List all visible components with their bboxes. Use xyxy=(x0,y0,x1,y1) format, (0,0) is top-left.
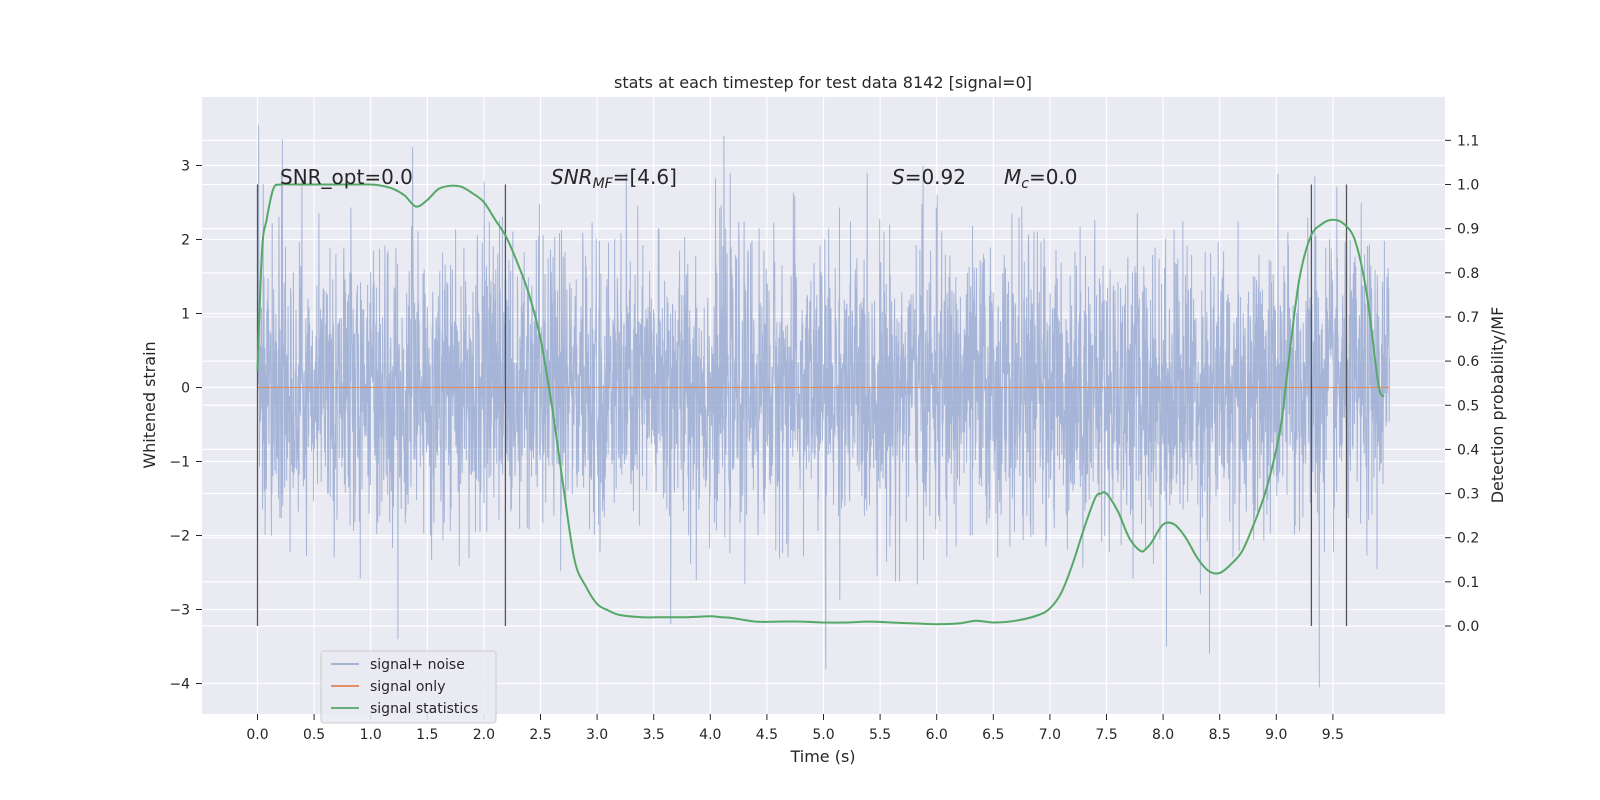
y2-tick-label: 0.1 xyxy=(1457,575,1479,591)
chart-title: stats at each timestep for test data 814… xyxy=(614,73,1032,92)
y2-tick-label: 0.9 xyxy=(1457,222,1479,238)
x-tick-label: 0.5 xyxy=(303,727,325,743)
x-tick-label: 4.0 xyxy=(699,727,721,743)
x-tick-label: 4.5 xyxy=(756,727,778,743)
y-axis-label: Whitened strain xyxy=(140,341,159,468)
legend-label-signal-statistics: signal statistics xyxy=(370,701,478,717)
annotation-s-value: =0.92 xyxy=(905,165,966,189)
y2-tick-label: 0.2 xyxy=(1457,531,1479,547)
annotation-mc-sub: c xyxy=(1021,176,1029,192)
y2-tick-label: 0.4 xyxy=(1457,442,1479,458)
x-tick-label: 1.5 xyxy=(416,727,438,743)
y2-tick-label: 0.5 xyxy=(1457,398,1479,414)
annotation-s-symbol: S xyxy=(892,165,905,189)
y2-tick-label: 1.0 xyxy=(1457,178,1479,194)
y-tick-label: −2 xyxy=(169,529,190,545)
y2-tick-label: 0.3 xyxy=(1457,487,1479,503)
legend-box xyxy=(320,650,497,724)
x-tick-label: 5.0 xyxy=(812,727,834,743)
series-signal-noise xyxy=(257,124,1390,688)
x-tick-label: 7.5 xyxy=(1095,727,1117,743)
x-axis-label: Time (s) xyxy=(789,747,855,766)
y-tick-label: −1 xyxy=(169,455,190,471)
vertical-markers xyxy=(256,184,1348,626)
x-tick-label: 6.0 xyxy=(926,727,948,743)
x-tick-label: 5.5 xyxy=(869,727,891,743)
x-tick-label: 3.5 xyxy=(643,727,665,743)
statistics-line xyxy=(256,183,1385,626)
y-tick-label: 0 xyxy=(181,381,190,397)
annotation-snr-mf-main: SNR xyxy=(551,165,593,189)
x-tick-label: 8.0 xyxy=(1152,727,1174,743)
y2-tick-label: 0.0 xyxy=(1457,619,1479,635)
y-tick-label: 2 xyxy=(181,233,190,249)
annotation-mc-value: =0.0 xyxy=(1029,165,1078,189)
series-signal-statistics xyxy=(256,183,1385,626)
y2-tick-label: 0.8 xyxy=(1457,266,1479,282)
y-tick-label: 3 xyxy=(181,159,190,175)
x-tick-label: 0.0 xyxy=(246,727,268,743)
x-tick-label: 1.0 xyxy=(360,727,382,743)
annotation-snr-mf: SNRMF=[4.6] xyxy=(551,165,677,192)
x-tick-label: 8.5 xyxy=(1209,727,1231,743)
annotation-s: S=0.92 xyxy=(892,165,966,189)
y2-tick-label: 0.7 xyxy=(1457,310,1479,326)
legend-label-signal-only: signal only xyxy=(370,679,445,695)
annotation-snr-opt: SNR_opt=0.0 xyxy=(280,165,413,189)
annotation-snr-mf-sub: MF xyxy=(593,176,614,192)
y2-tick-label: 0.6 xyxy=(1457,354,1479,370)
y-tick-label: −4 xyxy=(169,677,190,693)
y-axis-ticks: 3 2 1 0 −1 −2 −3 −4 xyxy=(169,159,202,693)
x-axis-ticks: 0.0 0.5 1.0 1.5 2.0 2.5 3.0 3.5 4.0 4.5 5.0 5.5 6.0 6… xyxy=(246,714,1344,743)
legend-label-signal-noise: signal+ noise xyxy=(370,657,465,673)
annotation-snr-mf-value: =[4.6] xyxy=(613,165,677,189)
annotation-mc-main: M xyxy=(1004,165,1021,189)
y2-axis-label: Detection probability/MF xyxy=(1488,307,1507,504)
noise-line xyxy=(257,124,1390,688)
y-tick-label: 1 xyxy=(181,307,190,323)
x-tick-label: 7.0 xyxy=(1039,727,1061,743)
x-tick-label: 9.0 xyxy=(1265,727,1287,743)
y2-axis-ticks: 1.1 1.0 0.9 0.8 0.7 0.6 0.5 0.4 0.3 0.2 0.1 0.0 xyxy=(1445,133,1479,635)
x-tick-label: 3.0 xyxy=(586,727,608,743)
x-tick-label: 6.5 xyxy=(982,727,1004,743)
y-tick-label: −3 xyxy=(169,603,190,619)
x-tick-label: 2.5 xyxy=(529,727,551,743)
annotation-mc: Mc=0.0 xyxy=(1004,165,1078,192)
y2-tick-label: 1.1 xyxy=(1457,133,1479,149)
x-tick-label: 2.0 xyxy=(473,727,495,743)
legend: signal+ noise signal only signal statist… xyxy=(320,650,497,724)
x-tick-label: 9.5 xyxy=(1322,727,1344,743)
